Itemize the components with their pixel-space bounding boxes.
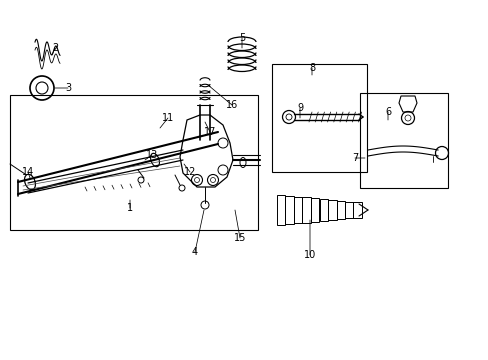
Bar [293,197,302,223]
Text: 8: 8 [308,63,314,73]
Text: 10: 10 [303,250,315,260]
Text: 6: 6 [384,107,390,117]
Bar [353,202,361,217]
Text: 7: 7 [351,153,357,163]
Bar [359,93,447,188]
Text: 1: 1 [127,203,133,213]
Text: 5: 5 [238,33,244,43]
Bar [327,200,336,220]
Bar [319,199,327,221]
Bar [10,95,258,230]
Text: 11: 11 [162,113,174,123]
Text: 12: 12 [183,167,196,177]
Bar [285,196,293,224]
Text: 15: 15 [233,233,245,243]
Text: 17: 17 [203,127,216,137]
Text: 14: 14 [22,167,34,177]
Bar [336,201,345,219]
Text: 3: 3 [65,83,71,93]
Text: 9: 9 [296,103,303,113]
Bar [271,64,366,172]
Bar [345,202,353,219]
Bar [302,198,310,222]
Bar [276,195,285,225]
Text: 4: 4 [192,247,198,257]
Text: 13: 13 [145,150,158,160]
Text: 16: 16 [225,100,238,110]
Text: 2: 2 [52,43,58,53]
Bar [310,198,319,222]
